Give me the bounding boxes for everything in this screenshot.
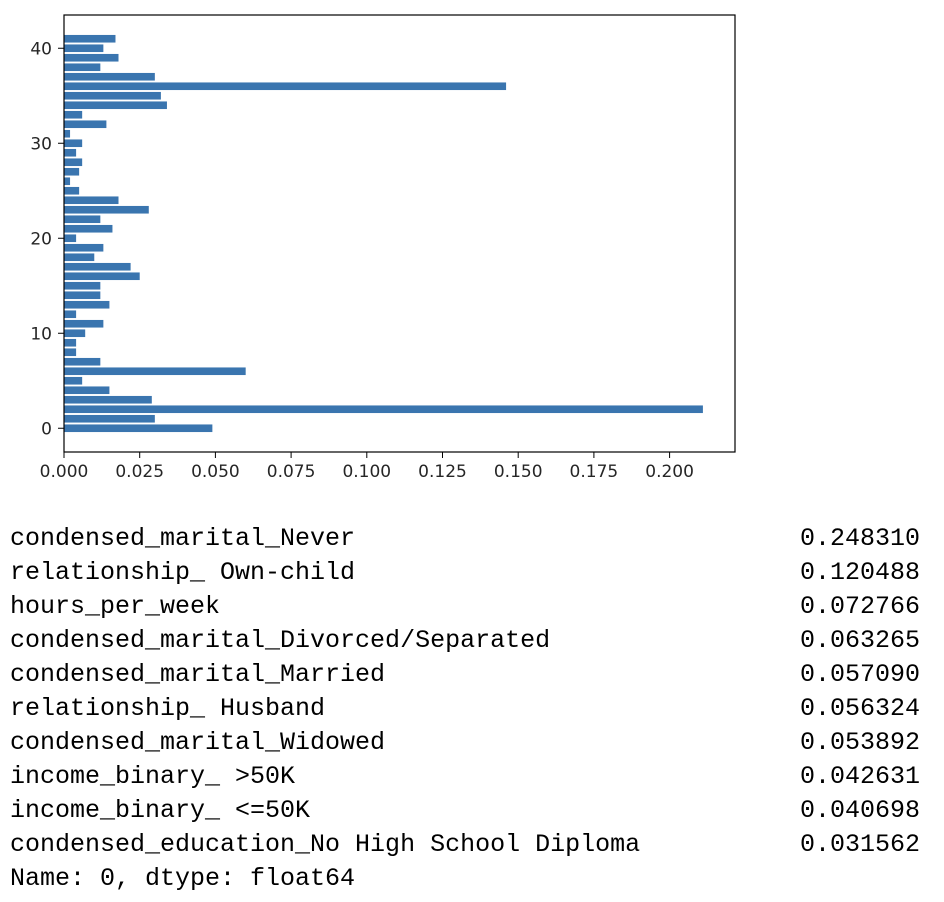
series-output: condensed_marital_Never 0.248310 relation… [10,522,920,896]
bar-27 [64,167,80,176]
x-tick-label: 0.150 [494,462,543,482]
series-row-value: 0.072766 [799,592,920,621]
series-row-name: hours_per_week [10,592,221,621]
y-tick-label: 20 [30,229,52,249]
series-row-value: 0.120488 [799,558,920,587]
series-row-name: condensed_marital_Married [10,660,386,689]
bar-32 [64,120,107,129]
x-tick-label: 0.175 [570,462,619,482]
series-row: relationship_ Husband 0.056324 [10,692,920,726]
plot-frame [63,14,736,453]
y-tick-label: 30 [30,134,52,154]
bar-20 [64,234,77,243]
bar-35 [64,91,161,100]
feature-importance-chart: 0.000 0.025 0.050 0.075 0.100 0.125 0.150 0.175… [30,14,736,482]
bar-28 [64,158,83,167]
bar-18 [64,253,95,262]
bar-17 [64,262,131,271]
bar-16 [64,272,140,281]
x-tick-label: 0.025 [115,462,164,482]
bars-layer [64,34,703,433]
series-row-name: income_binary_ <=50K [10,796,311,825]
series-row: hours_per_week 0.072766 [10,590,920,624]
bar-15 [64,281,101,290]
series-row-name: relationship_ Husband [10,694,326,723]
bar-40 [64,44,104,53]
bar-34 [64,101,167,110]
bar-14 [64,291,101,300]
series-row-value: 0.053892 [799,728,920,757]
bar-19 [64,243,104,252]
series-row-value: 0.248310 [799,524,920,553]
bar-29 [64,148,77,157]
bar-2 [64,405,703,414]
bar-13 [64,300,110,309]
series-row-name: condensed_marital_Never [10,524,356,553]
bar-4 [64,386,110,395]
bar-23 [64,205,149,214]
bar-39 [64,53,119,62]
bar-30 [64,139,83,148]
series-row-value: 0.042631 [799,762,920,791]
series-row-value: 0.031562 [799,830,920,859]
bar-5 [64,376,83,385]
series-row-value: 0.040698 [799,796,920,825]
series-row: income_binary_ >50K 0.042631 [10,760,920,794]
bar-25 [64,186,80,195]
bar-chart-svg: 0.000 0.025 0.050 0.075 0.100 0.125 0.150 0.175… [30,14,736,482]
x-axis-ticks: 0.000 0.025 0.050 0.075 0.100 0.125 0.150 0.175… [40,452,694,482]
bar-31 [64,129,71,138]
bar-38 [64,63,101,72]
x-tick-label: 0.075 [267,462,316,482]
bar-7 [64,357,101,366]
y-tick-label: 0 [41,419,52,439]
series-row-name: condensed_education_No High School Diplo… [10,830,641,859]
bar-11 [64,319,104,328]
bar-8 [64,348,77,357]
x-tick-label: 0.200 [645,462,694,482]
bar-26 [64,177,71,186]
series-row: condensed_marital_Married 0.057090 [10,658,920,692]
x-tick-label: 0.125 [418,462,467,482]
bar-12 [64,310,77,319]
bar-24 [64,196,119,205]
series-row-value: 0.057090 [799,660,920,689]
series-row-name: condensed_marital_Widowed [10,728,386,757]
bar-33 [64,110,83,119]
series-footer: Name: 0, dtype: float64 [10,864,356,893]
series-row-name: income_binary_ >50K [10,762,296,791]
bar-0 [64,424,213,433]
y-axis-ticks: 0 10 20 30 40 [30,39,64,439]
bar-22 [64,215,101,224]
bar-6 [64,367,246,376]
series-row: condensed_education_No High School Diplo… [10,828,920,862]
bar-21 [64,224,113,233]
bar-10 [64,329,86,338]
series-row: relationship_ Own-child 0.120488 [10,556,920,590]
series-row-name: condensed_marital_Divorced/Separated [10,626,551,655]
y-tick-label: 40 [30,39,52,59]
bar-36 [64,82,507,91]
x-tick-label: 0.000 [40,462,89,482]
bar-3 [64,395,152,404]
bar-1 [64,414,155,423]
bar-9 [64,338,77,347]
series-row: income_binary_ <=50K 0.040698 [10,794,920,828]
series-row: condensed_marital_Never 0.248310 [10,522,920,556]
series-row-name: relationship_ Own-child [10,558,356,587]
bar-41 [64,34,116,43]
y-tick-label: 10 [30,324,52,344]
series-row: condensed_marital_Divorced/Separated 0.06… [10,624,920,658]
bar-37 [64,72,155,81]
x-tick-label: 0.050 [191,462,240,482]
x-tick-label: 0.100 [342,462,391,482]
series-row-value: 0.063265 [799,626,920,655]
series-row-value: 0.056324 [799,694,920,723]
series-row: condensed_marital_Widowed 0.053892 [10,726,920,760]
